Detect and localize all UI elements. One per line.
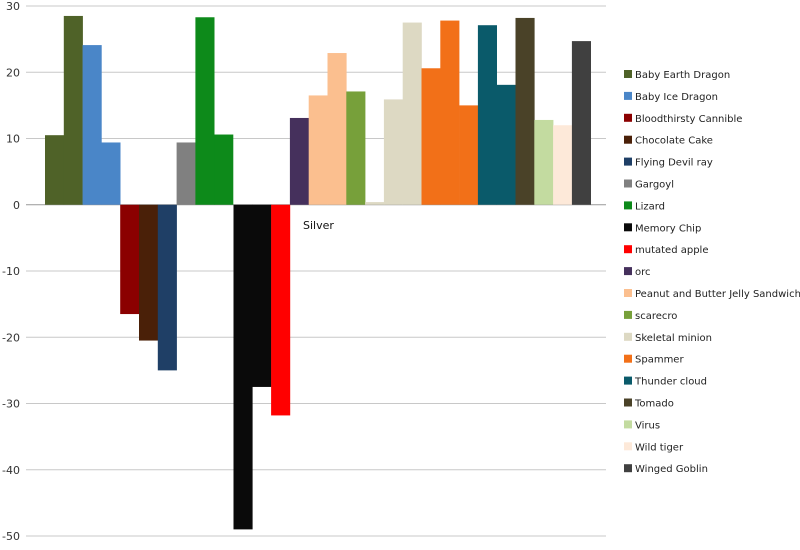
legend-label-chocolate-cake: Chocolate Cake [635, 136, 713, 147]
legend-swatch-tomado [624, 398, 632, 407]
bar-spammer [440, 20, 460, 205]
bar-peanut-and-butter-jelly-sandwich [308, 95, 328, 205]
legend-swatch-flying-devil-ray [624, 157, 632, 166]
bar-baby-ice-dragon [82, 45, 102, 205]
legend-label-memory-chip: Memory Chip [635, 223, 701, 234]
legend-label-scarecro: scarecro [635, 311, 677, 322]
bar-lizard [195, 17, 215, 205]
legend-label-winged-goblin: Winged Goblin [635, 464, 708, 475]
legend-swatch-bloodthirsty-cannible [624, 113, 632, 122]
y-tick-label: 0 [13, 199, 20, 212]
y-tick-label: 10 [6, 133, 20, 146]
y-tick-label: -20 [2, 331, 20, 344]
legend-swatch-skeletal-minion [624, 332, 632, 341]
bar-baby-ice-dragon [101, 142, 121, 205]
bar-skeletal-minion [365, 202, 385, 205]
legend-label-bloodthirsty-cannible: Bloodthirsty Cannible [635, 114, 742, 125]
legend-swatch-winged-goblin [624, 464, 632, 473]
legend-swatch-peanut-and-butter-jelly-sandwich [624, 289, 632, 297]
bar-spammer [459, 105, 479, 205]
legend-swatch-thunder-cloud [624, 376, 632, 385]
legend-label-thunder-cloud: Thunder cloud [634, 377, 707, 388]
legend-swatch-mutated-apple [624, 245, 632, 254]
bar-flying-devil-ray [157, 204, 177, 371]
bar-peanut-and-butter-jelly-sandwich [327, 53, 347, 205]
bar-chocolate-cake [139, 204, 159, 341]
bar-spammer [421, 68, 441, 205]
legend-label-orc: orc [635, 267, 651, 278]
y-axis-ticks: 30 20 10 0 -10 -20 -30 -40 -50 [2, 0, 20, 543]
legend-label-baby-ice-dragon: Baby Ice Dragon [635, 92, 718, 103]
legend-swatch-chocolate-cake [624, 135, 632, 144]
legend-label-skeletal-minion: Skeletal minion [635, 333, 712, 344]
bar-memory-chip [252, 204, 272, 387]
bar-lizard [214, 134, 234, 205]
bar-tomado [515, 17, 535, 205]
bar-baby-earth-dragon [63, 15, 83, 205]
legend: Baby Earth Dragon Baby Ice Dragon Bloodthi… [624, 70, 800, 475]
legend-swatch-baby-earth-dragon [624, 70, 632, 78]
bar-virus [534, 119, 554, 205]
bar-baby-earth-dragon [45, 135, 65, 205]
legend-swatch-scarecro [624, 310, 632, 319]
legend-swatch-spammer [624, 354, 632, 363]
bar-scarecro [346, 91, 366, 205]
bar-skeletal-minion [383, 99, 403, 205]
legend-label-tomado: Tomado [634, 399, 674, 410]
legend-label-gargoyl: Gargoyl [635, 180, 674, 191]
legend-label-spammer: Spammer [635, 355, 684, 366]
legend-swatch-memory-chip [624, 223, 632, 232]
legend-swatch-orc [624, 267, 632, 276]
legend-label-baby-earth-dragon: Baby Earth Dragon [635, 70, 730, 81]
bar-bloodthirsty-cannible [120, 204, 140, 315]
bars [45, 15, 591, 530]
legend-label-lizard: Lizard [635, 201, 665, 212]
bar-thunder-cloud [496, 84, 516, 205]
y-tick-label: 20 [6, 66, 20, 79]
legend-label-wild-tiger: Wild tiger [635, 442, 684, 453]
y-tick-label: 30 [6, 0, 20, 13]
legend-swatch-gargoyl [624, 179, 632, 188]
y-tick-label: -10 [2, 265, 20, 278]
legend-swatch-baby-ice-dragon [624, 91, 632, 100]
bar-skeletal-minion [402, 22, 422, 205]
silver-annotation: Silver [303, 219, 334, 232]
legend-label-virus: Virus [635, 420, 660, 431]
legend-label-peanut-and-butter-jelly-sandwich: Peanut and Butter Jelly Sandwich [635, 289, 800, 300]
bar-gargoyl [176, 142, 196, 205]
y-tick-label: -30 [2, 398, 20, 411]
bar-orc [289, 117, 309, 205]
legend-swatch-wild-tiger [624, 442, 632, 451]
bar-memory-chip [233, 204, 253, 530]
legend-swatch-lizard [624, 201, 632, 210]
legend-label-flying-devil-ray: Flying Devil ray [635, 158, 713, 169]
legend-label-mutated-apple: mutated apple [635, 245, 708, 256]
bar-thunder-cloud [477, 25, 497, 205]
bar-wild-tiger [553, 125, 573, 205]
bar-winged-goblin [571, 41, 591, 205]
legend-swatch-virus [624, 420, 632, 429]
y-tick-label: -50 [2, 530, 20, 543]
y-tick-label: -40 [2, 464, 20, 477]
bar-mutated-apple [271, 204, 291, 416]
